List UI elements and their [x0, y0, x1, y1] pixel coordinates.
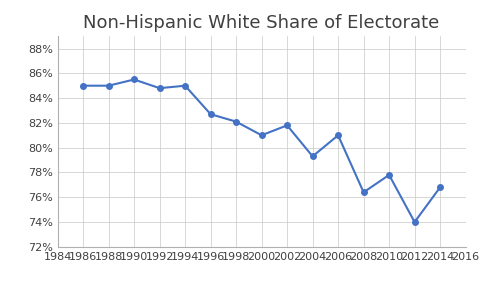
Title: Non-Hispanic White Share of Electorate: Non-Hispanic White Share of Electorate: [84, 14, 440, 32]
